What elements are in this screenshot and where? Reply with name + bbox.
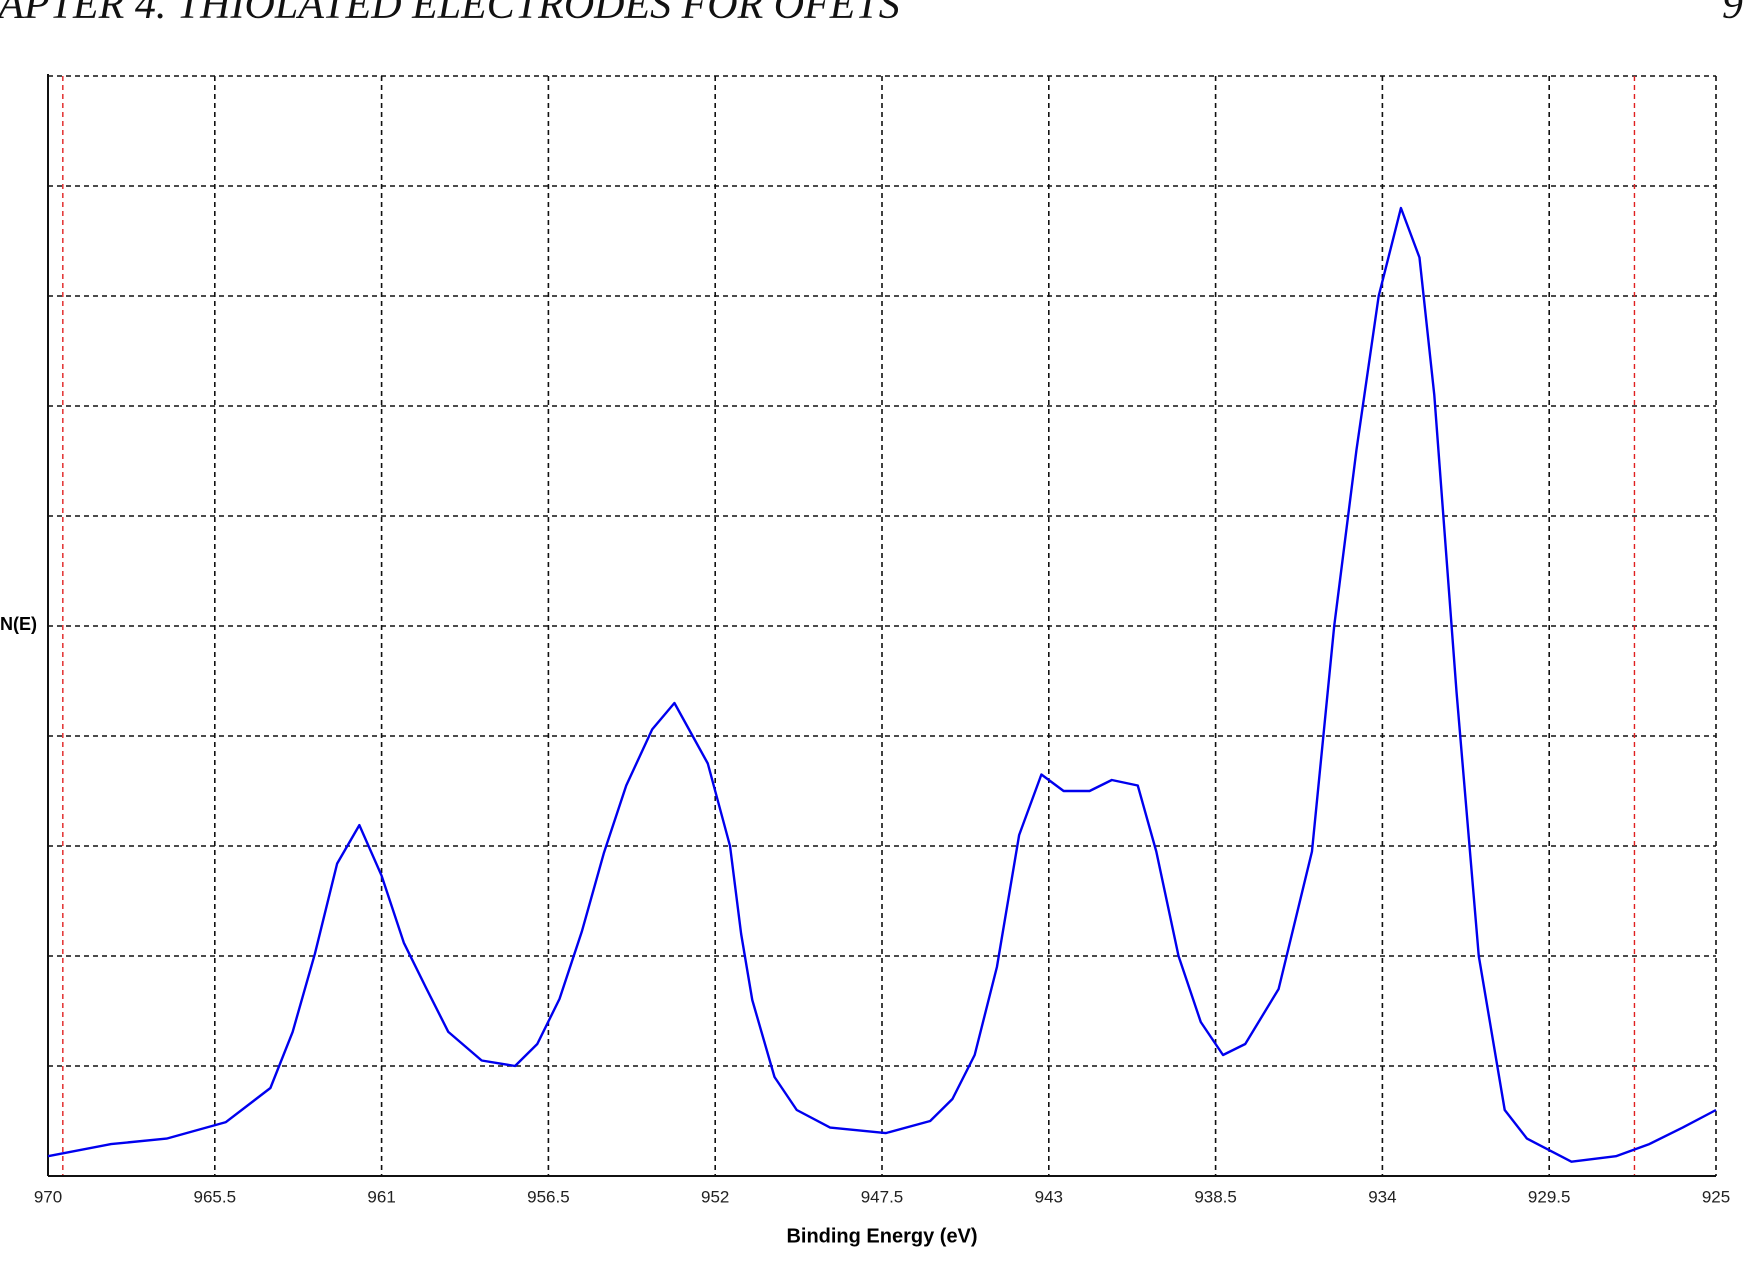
y-axis-label: N(E)	[0, 614, 37, 634]
x-tick-label: 961	[367, 1187, 395, 1206]
spectrum-line	[47, 206, 1717, 1163]
x-tick-label: 943	[1035, 1187, 1063, 1206]
x-tick-label: 925	[1702, 1187, 1730, 1206]
x-axis-label: Binding Energy (eV)	[786, 1225, 977, 1247]
x-tick-label: 956.5	[527, 1187, 570, 1206]
page-number: 9	[1722, 0, 1743, 28]
running-title: CHAPTER 4. THIOLATED ELECTRODES FOR OFET…	[0, 0, 900, 28]
x-tick-label: 970	[34, 1187, 62, 1206]
x-tick-label: 938.5	[1194, 1187, 1237, 1206]
x-tick-label: 947.5	[861, 1187, 904, 1206]
x-tick-label: 965.5	[194, 1187, 237, 1206]
x-tick-label: 952	[701, 1187, 729, 1206]
x-tick-label: 934	[1368, 1187, 1396, 1206]
x-tick-label: 929.5	[1528, 1187, 1571, 1206]
